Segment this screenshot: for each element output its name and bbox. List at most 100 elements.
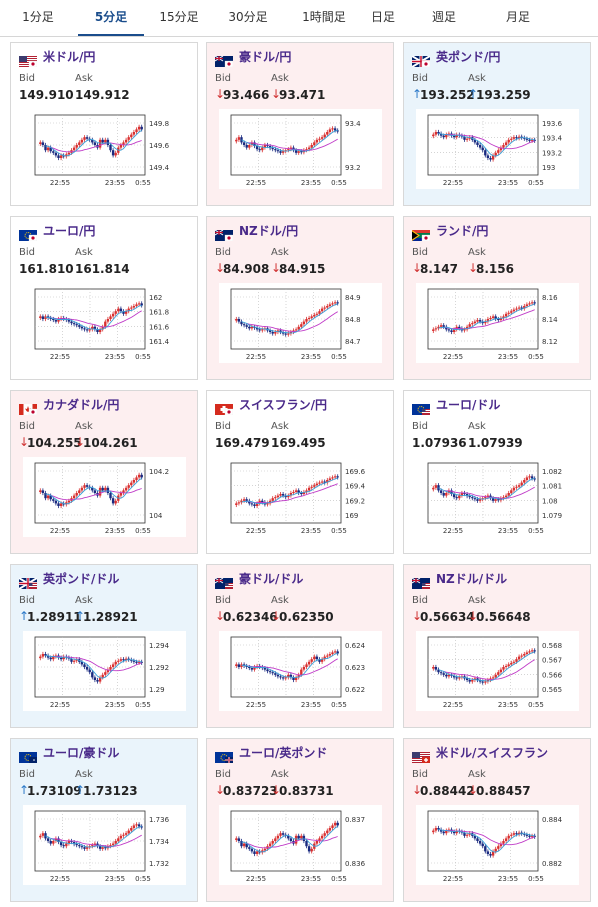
bid-label: Bid (19, 247, 35, 258)
candle-body (57, 155, 60, 158)
candle-body (52, 841, 55, 844)
candle-body (432, 329, 435, 331)
candle-body (122, 142, 125, 145)
currency-pair-name[interactable]: ユーロ/ドル (436, 398, 501, 412)
candle-body (528, 303, 531, 305)
y-tick-label: 0.566 (542, 671, 563, 679)
x-tick-label: 0:55 (331, 875, 347, 883)
candlestick-chart: 0.837 0.836 22:55 23:55 0:55 (219, 805, 382, 885)
candle-body (310, 316, 313, 318)
candle-body (476, 678, 479, 680)
candle-body (268, 330, 272, 332)
rate-card[interactable]: カナダドル/円 Bid Ask ↓ 104.255 ↓ 104.261 104.2 104 22:… (10, 390, 198, 554)
currency-pair-name[interactable]: 英ポンド/円 (436, 50, 501, 64)
candle-body (41, 316, 45, 319)
currency-pair-name[interactable]: 豪ドル/円 (239, 50, 292, 64)
currency-pair-name[interactable]: NZドル/ドル (436, 572, 508, 586)
candle-body (137, 126, 141, 130)
candle-body (83, 664, 86, 667)
arrow-down-icon: ↓ (412, 261, 423, 275)
rate-card[interactable]: NZドル/ドル Bid Ask ↓ 0.56634 ↓ 0.56648 0.568 0.567 0… (403, 564, 591, 728)
candle-body (520, 136, 523, 138)
tab-2[interactable]: 5分足 (78, 0, 144, 36)
candle-body (434, 485, 438, 488)
candle-body (471, 680, 474, 682)
x-tick-label: 0:55 (331, 527, 347, 535)
currency-pair-name[interactable]: ユーロ/円 (43, 224, 96, 238)
candle-body (281, 151, 285, 153)
currency-pair-name[interactable]: ランド/円 (436, 224, 489, 238)
ask-label: Ask (75, 769, 93, 780)
candle-body (318, 138, 321, 140)
candle-body (127, 485, 130, 488)
x-tick-label: 23:55 (301, 353, 321, 361)
candle-body (525, 138, 529, 140)
candle-body (447, 674, 451, 677)
rate-card[interactable]: 英ポンド/ドル Bid Ask ↑ 1.28911 ↑ 1.28921 1.294 1.292 1… (10, 564, 198, 728)
rate-card[interactable]: NZドル/円 Bid Ask ↓ 84.908 ↓ 84.915 84.9 84.8 84.7 22… (206, 216, 394, 380)
tab-4[interactable]: 30分足 (228, 10, 268, 24)
candle-body (96, 329, 99, 332)
candle-body (93, 677, 97, 680)
rate-card[interactable]: 豪ドル/ドル Bid Ask ↓ 0.62346 ↓ 0.62350 0.624 0.623 0.… (206, 564, 394, 728)
tab-3[interactable]: 15分足 (159, 10, 199, 24)
currency-pair-name[interactable]: ユーロ/豪ドル (43, 746, 120, 760)
candle-body (250, 668, 254, 670)
currency-pair-name[interactable]: 米ドル/スイスフラン (436, 746, 549, 760)
candle-body (323, 134, 326, 138)
currency-pair-name[interactable]: カナダドル/円 (43, 398, 120, 412)
candle-body (75, 145, 78, 148)
currency-pair-name[interactable]: 米ドル/円 (43, 50, 96, 64)
candle-body (253, 504, 256, 506)
tab-6[interactable]: 日足 (370, 10, 395, 24)
candle-body (91, 139, 94, 143)
rate-card[interactable]: ランド/円 Bid Ask ↓ 8.147 ↓ 8.156 8.16 8.14 8.12 22:55… (403, 216, 591, 380)
ch-jp-flag-icon (215, 400, 234, 416)
moving-average-short-line (45, 130, 142, 157)
candle-body (504, 838, 508, 841)
candle-body (326, 480, 329, 483)
candle-body (473, 678, 477, 680)
candle-body (49, 657, 52, 660)
arrow-down-icon: ↓ (215, 261, 226, 275)
y-tick-label: 1.081 (542, 483, 562, 491)
candle-body (439, 325, 443, 327)
tab-5[interactable]: 1時間足 (302, 10, 346, 24)
rate-card[interactable]: ユーロ/英ポンド Bid Ask ↓ 0.83723 ↓ 0.83731 0.837 0.836… (206, 738, 394, 902)
currency-pair-name[interactable]: ユーロ/英ポンド (239, 746, 328, 760)
ask-value: 93.471 (279, 88, 326, 102)
candle-body (250, 142, 254, 145)
rate-card[interactable]: ユーロ/円 Bid Ask 161.810 161.814 162 161.8 161.6 16… (10, 216, 198, 380)
currency-pair-name[interactable]: スイスフラン/円 (239, 398, 328, 412)
rate-card[interactable]: 英ポンド/円 Bid Ask ↑ 193.252 ↑ 193.259 193.6 193.4 19… (403, 42, 591, 206)
candle-body (49, 147, 52, 152)
candle-body (54, 500, 58, 504)
tab-7[interactable]: 週足 (431, 10, 456, 24)
rate-card[interactable]: 米ドル/円 Bid Ask 149.910 149.912 149.8 149.6 149.4… (10, 42, 198, 206)
candle-body (91, 845, 94, 847)
currency-pair-name[interactable]: 豪ドル/ドル (239, 572, 304, 586)
tab-8[interactable]: 月足 (505, 10, 530, 24)
tab-1[interactable]: 1分足 (22, 10, 54, 24)
x-tick-label: 22:55 (246, 701, 266, 709)
chart-background (416, 283, 579, 363)
candle-body (328, 478, 332, 480)
currency-pair-name[interactable]: NZドル/円 (239, 224, 299, 238)
y-tick-label: 193.6 (542, 120, 563, 128)
rate-card[interactable]: 米ドル/スイスフラン Bid Ask ↓ 0.88442 ↓ 0.88457 0.884 0.8… (403, 738, 591, 902)
candle-body (294, 835, 298, 844)
candle-body (85, 329, 89, 331)
candle-body (455, 830, 458, 834)
rate-card[interactable]: 豪ドル/円 Bid Ask ↓ 93.466 ↓ 93.471 93.4 93.2 22:55 23… (206, 42, 394, 206)
candle-body (75, 493, 78, 496)
candle-body (266, 145, 269, 147)
candle-body (491, 316, 495, 318)
ask-label: Ask (468, 595, 486, 606)
rate-card[interactable]: スイスフラン/円 Bid Ask 169.479 169.495 169.6 169.4 16… (206, 390, 394, 554)
candle-body (315, 313, 319, 315)
candle-body (140, 661, 143, 663)
rate-card[interactable]: ユーロ/ドル Bid Ask 1.07936 1.07939 1.082 1.081 1.08… (403, 390, 591, 554)
currency-pair-name[interactable]: 英ポンド/ドル (43, 572, 120, 586)
rate-card[interactable]: ユーロ/豪ドル Bid Ask ↑ 1.73109 ↑ 1.73123 1.736 1.734 1… (10, 738, 198, 902)
candle-body (122, 490, 125, 493)
